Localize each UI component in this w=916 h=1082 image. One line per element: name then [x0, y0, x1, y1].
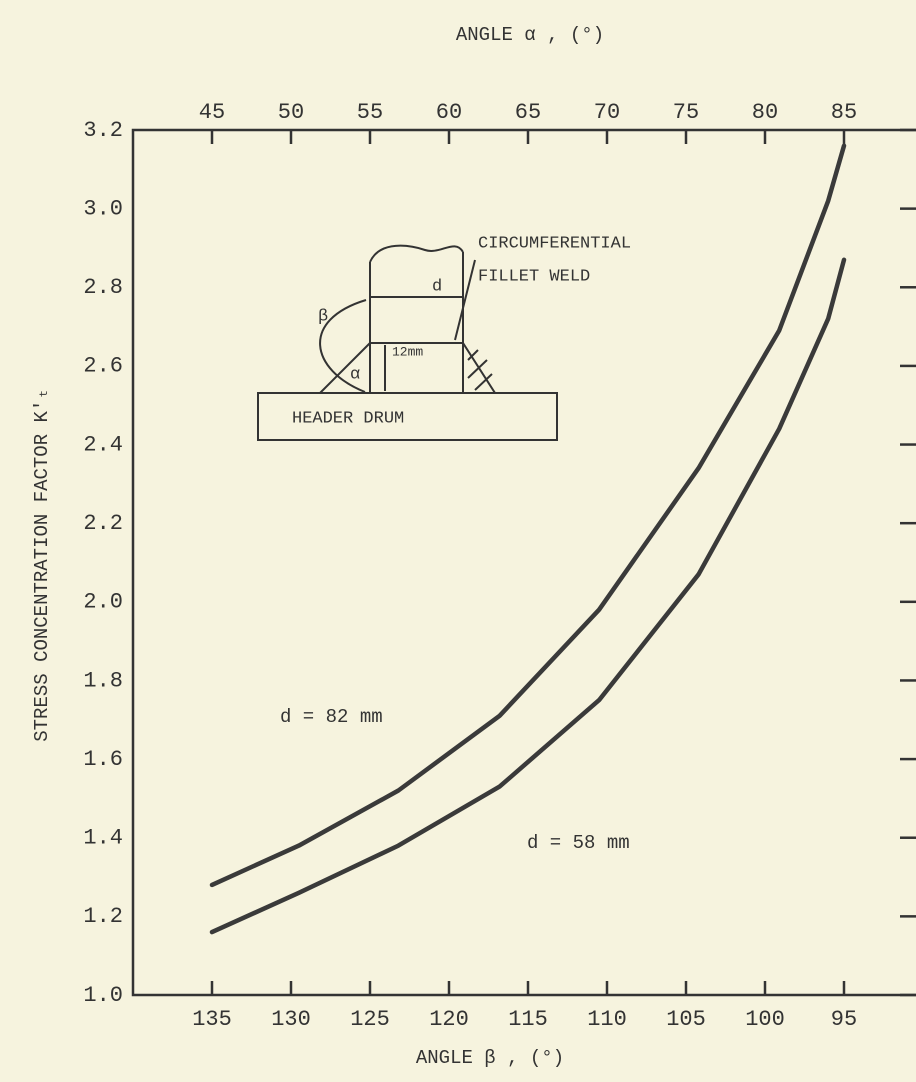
x2-tick-label: 70 — [594, 100, 620, 125]
inset-label: CIRCUMFERENTIAL — [478, 234, 631, 253]
y-tick-label: 1.8 — [83, 668, 123, 693]
y-tick-label: 1.4 — [83, 826, 123, 851]
inset-label: d — [432, 277, 442, 296]
y-tick-label: 1.6 — [83, 747, 123, 772]
x2-tick-label: 45 — [199, 100, 225, 125]
x-tick-label: 100 — [745, 1007, 785, 1032]
x2-tick-label: 60 — [436, 100, 462, 125]
y-tick-label: 3.0 — [83, 196, 123, 221]
y-tick-label: 1.2 — [83, 904, 123, 929]
x-tick-label: 120 — [429, 1007, 469, 1032]
inset-label: α — [350, 365, 360, 384]
y-tick-label: 3.2 — [83, 118, 123, 143]
inset-label: HEADER DRUM — [292, 409, 404, 428]
x-tick-label: 105 — [666, 1007, 706, 1032]
x-tick-label: 135 — [192, 1007, 232, 1032]
x2-axis-label: ANGLE α , (°) — [456, 24, 604, 46]
series-label: d = 82 mm — [280, 706, 383, 728]
data-line — [209, 257, 847, 935]
series-label: d = 58 mm — [527, 832, 630, 854]
tube-break — [369, 244, 464, 263]
x-tick-label: 130 — [271, 1007, 311, 1032]
x-tick-label: 95 — [831, 1007, 857, 1032]
angle-arc — [319, 299, 367, 393]
y-axis-label: STRESS CONCENTRATION FACTOR K′ₜ — [31, 388, 53, 742]
inset-diagram: CIRCUMFERENTIAL FILLET WELD HEADER DRUM … — [257, 234, 631, 441]
leader-line — [454, 259, 476, 341]
x2-tick-label: 50 — [278, 100, 304, 125]
x2-tick-label: 65 — [515, 100, 541, 125]
y-tick-label: 2.0 — [83, 590, 123, 615]
inset-label: 12mm — [392, 344, 423, 359]
y-tick-label: 1.0 — [83, 983, 123, 1008]
y-tick-label: 2.6 — [83, 354, 123, 379]
x2-tick-label: 80 — [752, 100, 778, 125]
x-tick-label: 110 — [587, 1007, 627, 1032]
y-tick-label: 2.8 — [83, 275, 123, 300]
inset-label: FILLET WELD — [478, 267, 590, 286]
drum-shape — [257, 392, 558, 441]
x2-tick-label: 75 — [673, 100, 699, 125]
x-tick-label: 125 — [350, 1007, 390, 1032]
hatch-lines — [467, 349, 493, 391]
y-tick-label: 2.2 — [83, 511, 123, 536]
x-axis-label: ANGLE β , (°) — [416, 1047, 564, 1069]
y-tick-label: 2.4 — [83, 432, 123, 457]
x-tick-label: 115 — [508, 1007, 548, 1032]
inset-label: β — [318, 307, 328, 326]
x2-tick-label: 85 — [831, 100, 857, 125]
x2-tick-label: 55 — [357, 100, 383, 125]
data-line — [209, 143, 847, 888]
